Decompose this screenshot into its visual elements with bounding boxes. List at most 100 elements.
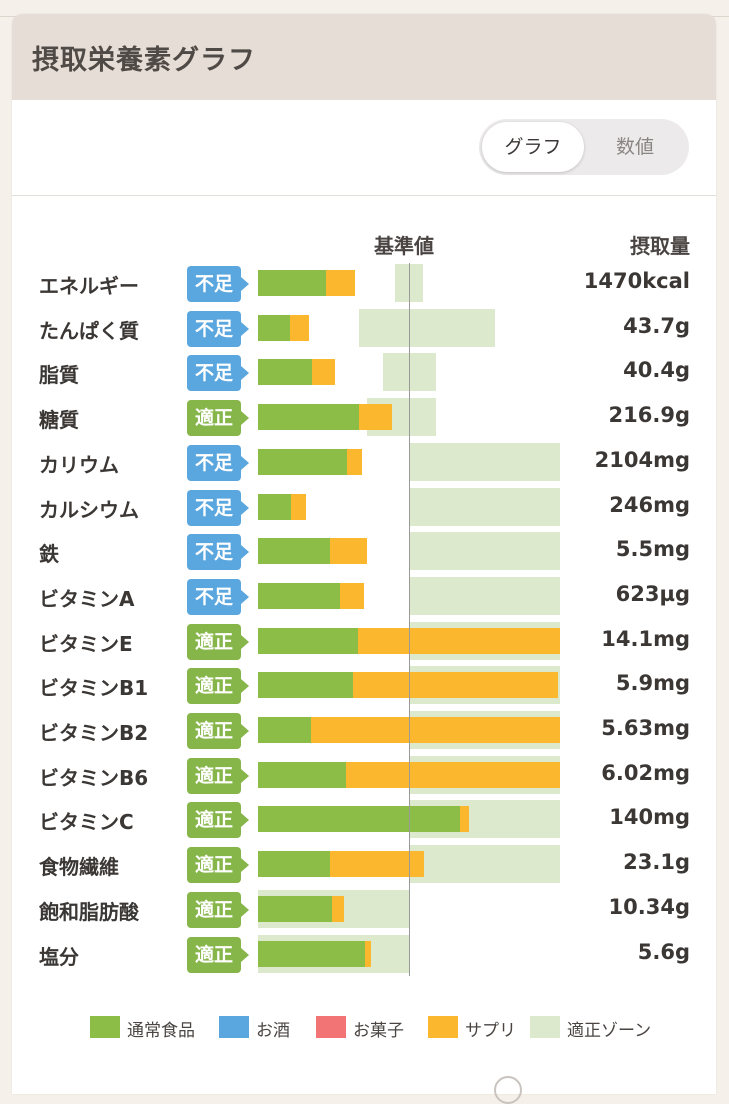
nutrient-row: 飽和脂肪酸 適正 10.34g <box>12 889 716 930</box>
view-toggle: グラフ 数値 <box>479 119 689 175</box>
legend-label: サプリ <box>465 1021 516 1041</box>
status-badge: 不足 <box>187 489 249 526</box>
nutrient-name: たんぱく質 <box>39 318 139 343</box>
supplement-intake-bar <box>291 493 307 520</box>
status-badge: 適正 <box>187 668 249 705</box>
supplement-intake-bar <box>331 895 345 922</box>
supplement-swatch <box>428 1016 458 1038</box>
intake-amount: 14.1mg <box>601 626 690 651</box>
food-intake-bar <box>258 538 331 565</box>
supplement-intake-bar <box>347 448 363 475</box>
card-title: 摂取栄養素グラフ <box>32 45 256 76</box>
intake-amount: 246mg <box>609 492 690 517</box>
nutrient-name: ビタミンA <box>39 586 135 611</box>
status-badge: 不足 <box>187 355 249 392</box>
nutrient-name: ビタミンB2 <box>39 721 149 745</box>
status-badge: 適正 <box>187 936 249 973</box>
supplement-intake-bar <box>339 582 364 609</box>
nutrient-name: エネルギー <box>39 274 139 298</box>
intake-amount: 5.6g <box>637 939 690 964</box>
alcohol-swatch <box>219 1016 249 1038</box>
status-badge: 不足 <box>187 310 249 347</box>
legend-label: 適正ゾーン <box>567 1021 652 1041</box>
intake-amount: 6.02mg <box>601 760 690 785</box>
food-intake-bar <box>258 404 360 431</box>
appropriate-zone <box>409 576 560 615</box>
food-intake-bar <box>258 672 354 699</box>
intake-amount: 1470kcal <box>583 269 690 293</box>
intake-amount: 5.9mg <box>615 671 690 696</box>
food-intake-bar <box>258 940 366 967</box>
food-intake-bar <box>258 448 348 475</box>
food-intake-bar <box>258 851 331 878</box>
food-intake-bar <box>258 627 358 654</box>
status-badge: 適正 <box>187 802 249 839</box>
intake-amount: 2104mg <box>594 447 690 472</box>
status-badge: 適正 <box>187 891 249 928</box>
nutrient-row: 食物繊維 適正 23.1g <box>12 845 716 885</box>
supplement-intake-bar <box>345 761 560 788</box>
status-badge: 不足 <box>187 444 249 481</box>
food-intake-bar <box>258 806 461 833</box>
supplement-intake-bar <box>330 851 425 878</box>
card-header: 摂取栄養素グラフ <box>12 14 716 100</box>
food-intake-bar <box>258 717 311 743</box>
nutrient-name: 塩分 <box>39 944 79 969</box>
status-badge: 適正 <box>187 400 249 437</box>
intake-amount: 5.63mg <box>601 716 690 740</box>
nutrient-row: ビタミンC 適正 140mg <box>12 800 716 840</box>
reference-line <box>409 263 410 976</box>
nutrient-row: エネルギー 不足 1470kcal <box>12 264 716 304</box>
nutrient-name: 鉄 <box>39 542 59 567</box>
supplement-intake-bar <box>310 717 560 743</box>
status-badge: 不足 <box>187 578 249 615</box>
nutrient-row: 塩分 適正 5.6g <box>12 934 716 975</box>
food-intake-bar <box>258 895 332 922</box>
graph-toggle-button[interactable]: グラフ <box>482 122 584 172</box>
legend-label: お酒 <box>256 1021 290 1041</box>
food-intake-bar <box>258 314 290 341</box>
nutrient-row: ビタミンE 適正 14.1mg <box>12 621 716 662</box>
intake-amount: 5.5mg <box>615 537 690 562</box>
reference-column-header: 基準値 <box>374 234 434 258</box>
number-toggle-button[interactable]: 数値 <box>615 136 654 158</box>
nutrient-name: カルシウム <box>39 497 139 522</box>
nutrient-row: ビタミンB2 適正 5.63mg <box>12 711 716 751</box>
status-badge: 適正 <box>187 623 249 660</box>
intake-amount: 623µg <box>615 581 690 606</box>
supplement-intake-bar <box>330 538 367 565</box>
appropriate-zone <box>395 264 423 302</box>
intake-amount: 40.4g <box>623 358 690 383</box>
food-intake-bar <box>258 493 292 520</box>
supplement-intake-bar <box>359 404 393 431</box>
nutrient-name: 糖質 <box>39 408 79 433</box>
nutrient-row: ビタミンA 不足 623µg <box>12 576 716 617</box>
sweets-swatch <box>316 1016 346 1038</box>
supplement-intake-bar <box>460 806 470 833</box>
appropriate-zone <box>409 845 560 884</box>
status-badge: 不足 <box>187 534 249 571</box>
intake-amount: 43.7g <box>623 313 690 338</box>
appropriate-zone <box>409 487 560 526</box>
supplement-intake-bar <box>365 940 372 967</box>
zone-swatch <box>530 1016 560 1038</box>
appropriate-zone <box>359 308 496 347</box>
appropriate-zone <box>409 532 560 571</box>
info-icon[interactable] <box>494 1076 522 1104</box>
nutrient-name: ビタミンB1 <box>39 676 149 701</box>
status-badge: 適正 <box>187 847 249 884</box>
divider <box>12 195 716 196</box>
nutrient-name: 脂質 <box>39 363 79 388</box>
nutrient-row: 鉄 不足 5.5mg <box>12 532 716 572</box>
supplement-intake-bar <box>325 270 355 296</box>
appropriate-zone <box>409 442 560 481</box>
nutrient-name: 食物繊維 <box>39 855 119 880</box>
nutrient-name: 飽和脂肪酸 <box>39 899 139 924</box>
intake-amount: 23.1g <box>623 850 690 875</box>
legend-label: お菓子 <box>353 1021 404 1041</box>
food-swatch <box>90 1016 120 1038</box>
nutrient-name: カリウム <box>39 452 119 477</box>
nutrient-row: カリウム 不足 2104mg <box>12 442 716 483</box>
nutrient-row: カルシウム 不足 246mg <box>12 487 716 528</box>
supplement-intake-bar <box>357 627 560 654</box>
